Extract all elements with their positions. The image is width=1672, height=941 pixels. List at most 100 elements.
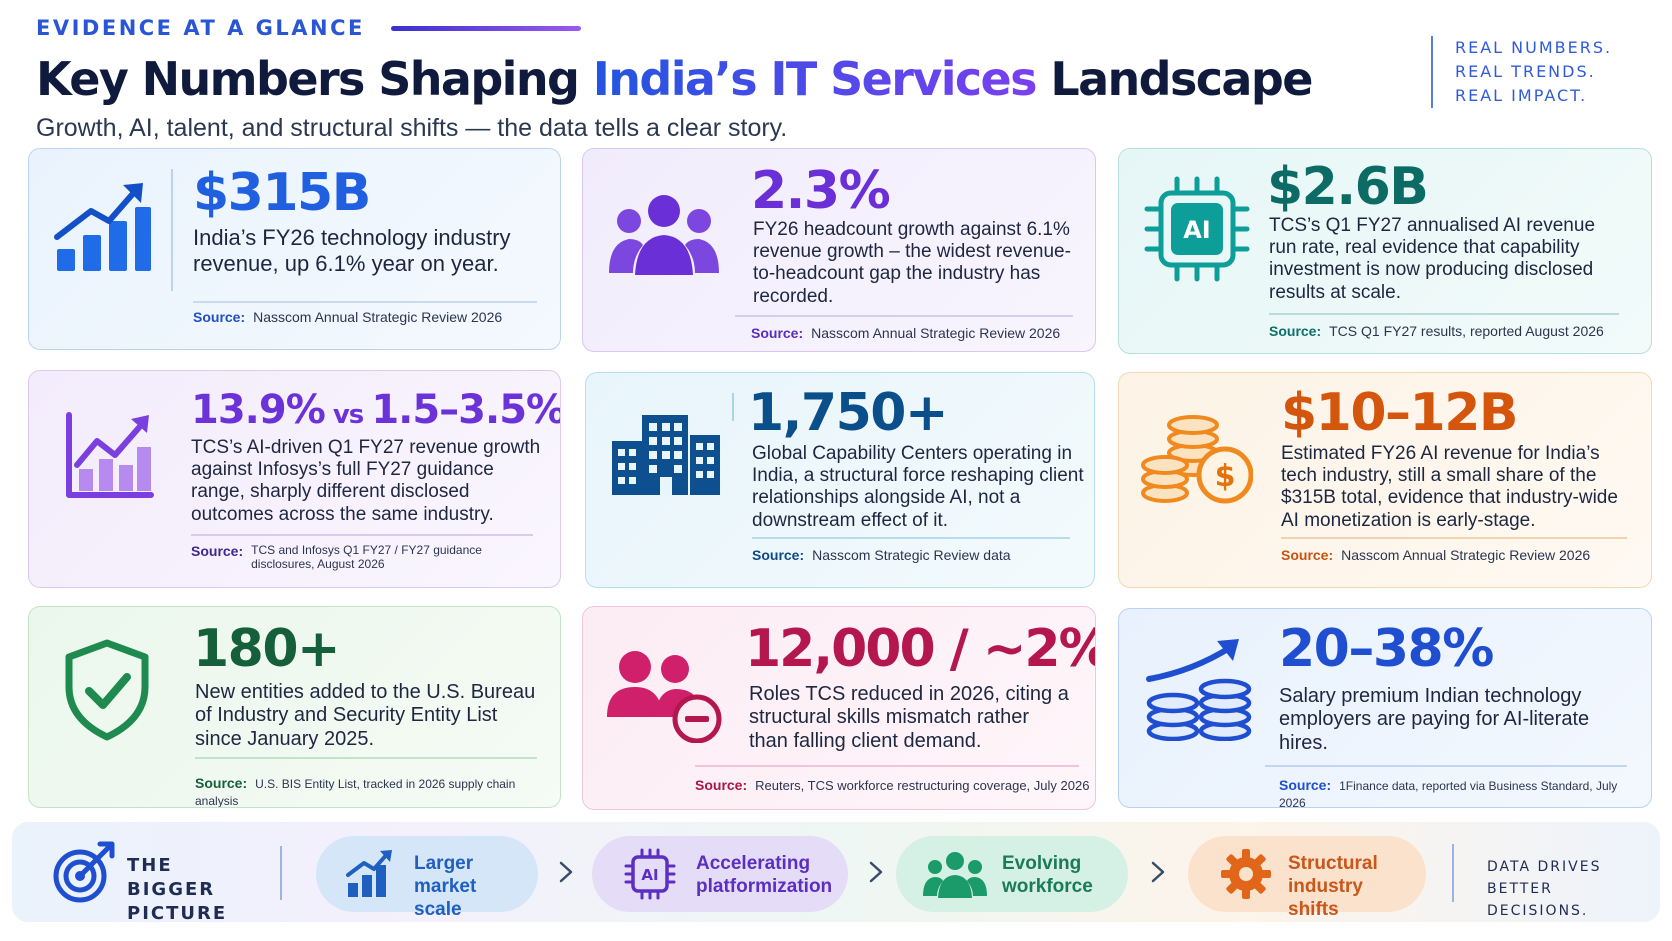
source-label: Source: xyxy=(191,543,244,559)
source-line: Source: TCS and Infosys Q1 FY27 / FY27 gu… xyxy=(191,543,551,572)
source-rule xyxy=(193,301,537,303)
page-title: Key Numbers Shaping India’s IT Services … xyxy=(36,52,1313,106)
title-end: Landscape xyxy=(1035,52,1313,106)
pill-industry-shifts: Structural industry shifts xyxy=(1188,836,1426,920)
people-group-icon xyxy=(609,195,719,275)
stat-description: Global Capability Centers operating in I… xyxy=(752,443,1084,531)
svg-text:AI: AI xyxy=(641,866,658,884)
page-subtitle: Growth, AI, talent, and structural shift… xyxy=(36,114,788,142)
bar-chart-up-icon xyxy=(346,850,392,897)
source-text: 1Finance data, reported via Business Sta… xyxy=(1279,779,1618,808)
stat-card-tcs-vs-infosys: 13.9% vs 1.5–3.5% TCS’s AI-driven Q1 FY2… xyxy=(28,370,561,588)
title-start: Key Numbers Shaping xyxy=(36,52,593,106)
source-rule xyxy=(1265,765,1627,767)
stat-value: 20–38% xyxy=(1279,619,1494,679)
source-text: U.S. BIS Entity List, tracked in 2026 su… xyxy=(195,777,516,808)
card-divider xyxy=(732,393,734,421)
source-line: Source: U.S. BIS Entity List, tracked in … xyxy=(195,775,555,808)
source-label: Source: xyxy=(195,775,248,791)
source-text: TCS and Infosys Q1 FY27 / FY27 guidance … xyxy=(251,543,482,572)
tagline-line: REAL IMPACT. xyxy=(1455,86,1588,105)
stat-card-industry-revenue: $315B India’s FY26 technology industry r… xyxy=(28,148,561,350)
pill-platformization: AI Accelerating platformization xyxy=(592,836,848,912)
chevron-right-icon xyxy=(559,861,573,883)
stat-card-headcount-growth: 2.3% FY26 headcount growth against 6.1% … xyxy=(582,148,1096,352)
eyebrow: EVIDENCE AT A GLANCE xyxy=(36,16,581,40)
tagline-line: REAL TRENDS. xyxy=(1455,62,1596,81)
pill-workforce: Evolving workforce xyxy=(896,836,1128,912)
people-group-icon xyxy=(923,852,987,898)
source-line: Source: Reuters, TCS workforce restructur… xyxy=(695,777,1091,794)
source-line: Source: Nasscom Annual Strategic Review 2… xyxy=(193,309,543,326)
stat-description: India’s FY26 technology industry revenue… xyxy=(193,225,511,276)
stat-description: New entities added to the U.S. Bureau of… xyxy=(195,681,536,750)
title-accent: India’s IT Services xyxy=(592,52,1038,106)
source-rule xyxy=(735,315,1073,317)
stat-description: TCS’s AI-driven Q1 FY27 revenue growth a… xyxy=(191,437,541,525)
source-line: Source: Nasscom Annual Strategic Review 2… xyxy=(1281,547,1631,564)
pill-label: Larger market scale xyxy=(414,853,477,920)
stat-description: FY26 headcount growth against 6.1% reven… xyxy=(753,219,1071,307)
source-label: Source: xyxy=(1269,323,1322,339)
chevron-right-icon xyxy=(869,861,883,883)
source-text: TCS Q1 FY27 results, reported August 202… xyxy=(1329,323,1604,339)
source-label: Source: xyxy=(695,777,748,793)
stat-value: $10–12B xyxy=(1281,383,1519,443)
pill-market-scale: Larger market scale xyxy=(316,836,538,920)
stat-value: 1,750+ xyxy=(748,383,949,443)
stat-value: 13.9% vs 1.5–3.5% xyxy=(191,387,560,433)
eyebrow-text: EVIDENCE AT A GLANCE xyxy=(36,16,365,40)
stat-card-ai-revenue-estimate: $ $10–12B Estimated FY26 AI revenue for … xyxy=(1118,372,1652,588)
source-text: Nasscom Annual Strategic Review 2026 xyxy=(811,325,1061,341)
bigger-picture-label: THE BIGGER PICTURE xyxy=(127,855,228,924)
source-rule xyxy=(195,757,537,759)
source-label: Source: xyxy=(1281,547,1334,563)
tagline: REAL NUMBERS. REAL TRENDS. REAL IMPACT. xyxy=(1431,36,1636,108)
coins-growth-icon xyxy=(1146,639,1252,741)
eyebrow-accent-line xyxy=(390,25,581,31)
office-building-icon xyxy=(612,415,720,495)
source-rule xyxy=(1269,313,1619,315)
source-rule xyxy=(1281,537,1627,539)
source-text: Reuters, TCS workforce restructuring cov… xyxy=(755,778,1090,793)
target-icon xyxy=(53,841,115,903)
pill-label: Evolving workforce xyxy=(1002,853,1093,897)
stat-value: $315B xyxy=(193,163,371,223)
ai-chip-icon: AI xyxy=(1144,176,1250,282)
svg-text:$: $ xyxy=(1215,459,1236,494)
source-text: Nasscom Strategic Review data xyxy=(812,547,1011,563)
stat-description: TCS’s Q1 FY27 annualised AI revenue run … xyxy=(1269,215,1596,303)
stat-description: Roles TCS reduced in 2026, citing a stru… xyxy=(749,683,1069,752)
stat-versus: vs xyxy=(324,400,372,430)
pill-label: Accelerating platformization xyxy=(696,853,833,897)
stat-card-tcs-role-reduction: 12,000 / ~2% Roles TCS reduced in 2026, … xyxy=(582,606,1096,810)
stat-value: 12,000 / ~2% xyxy=(745,619,1096,679)
bar-chart-up-icon xyxy=(54,183,151,271)
tagline-line: REAL NUMBERS. xyxy=(1455,38,1613,57)
stat-card-ai-run-rate: AI $2.6B TCS’s Q1 FY27 annualised AI rev… xyxy=(1118,148,1652,354)
pill-label: Structural industry shifts xyxy=(1288,853,1378,920)
source-rule xyxy=(752,537,1070,539)
source-label: Source: xyxy=(193,309,246,325)
stat-card-salary-premium: 20–38% Salary premium Indian technology … xyxy=(1118,608,1652,808)
source-line: Source: TCS Q1 FY27 results, reported Aug… xyxy=(1269,323,1639,340)
source-label: Source: xyxy=(1279,777,1332,793)
stat-value: 180+ xyxy=(193,619,341,679)
chevron-right-icon xyxy=(1151,861,1165,883)
source-text: Nasscom Annual Strategic Review 2026 xyxy=(253,309,503,325)
people-minus-icon xyxy=(607,651,722,743)
source-line: Source: Nasscom Strategic Review data xyxy=(752,547,1082,564)
footer-divider xyxy=(280,846,282,900)
shield-check-icon xyxy=(65,639,149,741)
source-label: Source: xyxy=(751,325,804,341)
source-line: Source: Nasscom Annual Strategic Review 2… xyxy=(751,325,1087,342)
bigger-picture-banner: THE BIGGER PICTURE Larger market scale A… xyxy=(12,822,1660,924)
source-rule xyxy=(191,534,533,536)
stat-value-tcs: 13.9% xyxy=(191,387,326,433)
stat-value: 2.3% xyxy=(751,161,891,221)
footer-divider xyxy=(1452,844,1454,902)
header: EVIDENCE AT A GLANCE Key Numbers Shaping… xyxy=(36,16,1636,146)
stat-description: Estimated FY26 AI revenue for India’s te… xyxy=(1281,443,1618,531)
stat-description: Salary premium Indian technology employe… xyxy=(1279,685,1590,754)
stat-card-gcc-count: 1,750+ Global Capability Centers operati… xyxy=(585,372,1095,588)
